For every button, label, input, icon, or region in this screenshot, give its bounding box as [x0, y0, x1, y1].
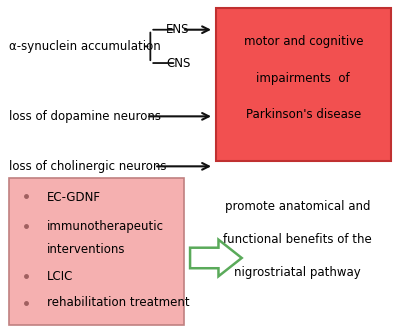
- Text: α-synuclein accumulation: α-synuclein accumulation: [9, 40, 161, 53]
- Text: promote anatomical and: promote anatomical and: [224, 200, 370, 213]
- Text: immunotherapeutic: immunotherapeutic: [47, 220, 164, 233]
- Text: functional benefits of the: functional benefits of the: [223, 233, 372, 246]
- Text: Parkinson's disease: Parkinson's disease: [246, 108, 361, 121]
- Text: interventions: interventions: [47, 243, 126, 256]
- FancyBboxPatch shape: [9, 178, 184, 325]
- Text: ENS: ENS: [166, 23, 190, 36]
- Text: loss of dopamine neurons: loss of dopamine neurons: [9, 110, 161, 123]
- Text: CNS: CNS: [166, 56, 191, 70]
- FancyBboxPatch shape: [216, 8, 391, 161]
- Text: nigrostriatal pathway: nigrostriatal pathway: [234, 266, 361, 280]
- Text: LCIC: LCIC: [47, 270, 74, 283]
- Text: motor and cognitive: motor and cognitive: [244, 35, 363, 48]
- Text: loss of cholinergic neurons: loss of cholinergic neurons: [9, 160, 167, 173]
- Text: impairments  of: impairments of: [256, 72, 350, 85]
- Text: EC-GDNF: EC-GDNF: [47, 192, 101, 205]
- Text: rehabilitation treatment: rehabilitation treatment: [47, 296, 190, 309]
- Polygon shape: [190, 240, 242, 276]
